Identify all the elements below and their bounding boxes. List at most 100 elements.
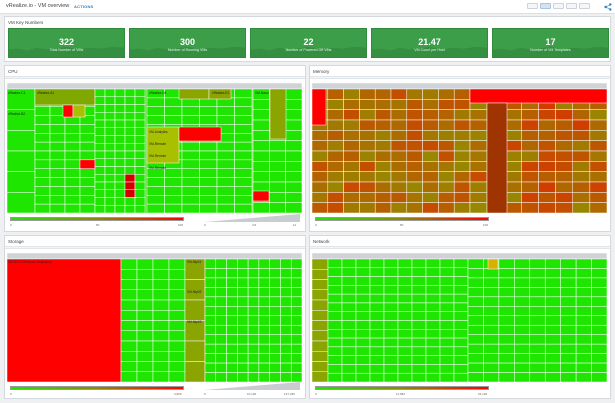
page-button-active[interactable]: [540, 3, 551, 9]
treemap-cell[interactable]: [438, 150, 455, 162]
treemap-cell[interactable]: [285, 130, 302, 141]
treemap-cell[interactable]: [237, 324, 249, 335]
treemap-cell[interactable]: [453, 99, 471, 110]
treemap-cell[interactable]: [252, 171, 270, 183]
treemap-cell[interactable]: [237, 306, 249, 317]
treemap-cell[interactable]: [120, 258, 138, 270]
treemap-cell[interactable]: [327, 99, 344, 110]
treemap-cell[interactable]: [544, 258, 561, 269]
treemap-cell[interactable]: [406, 150, 423, 162]
treemap-cell[interactable]: [453, 276, 469, 286]
treemap-cell[interactable]: [555, 181, 573, 193]
treemap-cell[interactable]: [269, 372, 281, 382]
treemap-cell[interactable]: [136, 330, 154, 342]
treemap-cell[interactable]: [252, 202, 270, 213]
treemap-cell[interactable]: [134, 158, 146, 167]
page-button[interactable]: [566, 3, 577, 9]
treemap-cell[interactable]: [164, 177, 183, 187]
treemap-cell[interactable]: [422, 119, 439, 131]
treemap-cell[interactable]: [343, 88, 360, 100]
treemap-cell[interactable]: [355, 293, 371, 304]
treemap-cell[interactable]: [136, 289, 154, 301]
treemap-cell[interactable]: [215, 343, 227, 354]
treemap-cell[interactable]: [199, 177, 218, 187]
treemap-cell[interactable]: [34, 106, 51, 116]
treemap-cell[interactable]: [406, 130, 423, 141]
treemap-cell[interactable]: [355, 320, 371, 330]
treemap-cell[interactable]: [383, 355, 399, 365]
treemap-cell[interactable]: [49, 168, 66, 178]
treemap-cell[interactable]: [467, 362, 484, 373]
treemap-cell[interactable]: [114, 135, 126, 144]
treemap-cell[interactable]: [425, 320, 441, 330]
treemap-cell[interactable]: [124, 119, 136, 128]
treemap-cell[interactable]: [152, 279, 170, 290]
treemap-cell[interactable]: [204, 277, 217, 288]
treemap-cell[interactable]: [514, 306, 531, 317]
treemap-cell[interactable]: [124, 127, 136, 136]
treemap-cell[interactable]: [136, 351, 154, 362]
treemap-cell[interactable]: [514, 343, 531, 354]
treemap-cell[interactable]: [538, 161, 556, 172]
treemap-cell[interactable]: [486, 102, 508, 213]
kpi-tile[interactable]: 22 Number of Powered Off VMs: [250, 28, 367, 58]
treemap-cell[interactable]: [178, 126, 222, 142]
treemap-cell[interactable]: [120, 371, 138, 382]
treemap-cell[interactable]: [64, 177, 81, 187]
treemap-cell[interactable]: [498, 315, 515, 326]
treemap-cell[interactable]: [269, 324, 281, 335]
treemap-cell[interactable]: [104, 166, 116, 175]
treemap-cell[interactable]: [114, 189, 126, 198]
treemap-cell[interactable]: [529, 287, 546, 298]
treemap-cell[interactable]: [146, 126, 180, 164]
treemap-cell[interactable]: [124, 135, 136, 144]
treemap-cell[interactable]: [390, 171, 408, 183]
treemap-cell[interactable]: [34, 186, 51, 196]
treemap-cell[interactable]: [146, 186, 165, 196]
treemap-cell[interactable]: [280, 334, 292, 345]
treemap-cell[interactable]: [498, 324, 515, 335]
treemap-cell[interactable]: [181, 141, 200, 152]
treemap-cell[interactable]: [234, 106, 253, 116]
treemap-cell[interactable]: [341, 267, 357, 277]
treemap-cell[interactable]: [487, 258, 499, 270]
treemap-cell[interactable]: [258, 353, 270, 364]
treemap-cell[interactable]: [374, 99, 392, 110]
treemap-cell[interactable]: [247, 277, 260, 288]
treemap-cell[interactable]: [104, 150, 116, 159]
treemap-cell[interactable]: [390, 202, 408, 213]
treemap-cell[interactable]: [285, 140, 302, 152]
treemap-cell[interactable]: [237, 315, 249, 326]
treemap-cell[interactable]: [79, 159, 96, 169]
treemap-cell[interactable]: [422, 150, 439, 162]
treemap-cell[interactable]: [237, 353, 249, 364]
treemap-cell[interactable]: [591, 296, 607, 307]
treemap-cell[interactable]: [237, 362, 249, 373]
treemap-cell[interactable]: [136, 258, 154, 270]
treemap-cell[interactable]: [285, 109, 302, 121]
treemap-cell[interactable]: [152, 371, 170, 382]
treemap-cell[interactable]: [62, 104, 74, 118]
treemap-cell[interactable]: [285, 88, 302, 100]
treemap-cell[interactable]: [269, 315, 281, 326]
treemap-cell[interactable]: [572, 130, 591, 141]
treemap-cell[interactable]: [215, 353, 227, 364]
treemap-cell[interactable]: [94, 166, 106, 175]
treemap-cell[interactable]: [234, 124, 253, 134]
treemap-cell[interactable]: [422, 161, 439, 172]
treemap-cell[interactable]: [237, 268, 249, 279]
treemap-cell[interactable]: [134, 96, 146, 105]
treemap-cell[interactable]: [591, 324, 607, 335]
treemap-cell[interactable]: [94, 88, 106, 97]
treemap-cell[interactable]: [425, 355, 441, 365]
cpu-treemap[interactable]: vRealize-C1 vRealize-A1 vRealize-B2 vRealiz…: [7, 83, 302, 213]
treemap-cell[interactable]: [234, 177, 253, 187]
treemap-cell[interactable]: [343, 140, 360, 152]
treemap-cell[interactable]: [572, 192, 591, 203]
treemap-cell[interactable]: [589, 119, 607, 131]
treemap-cell[interactable]: [483, 315, 500, 326]
treemap-cell[interactable]: [341, 355, 357, 365]
treemap-cell[interactable]: [312, 150, 329, 162]
treemap-cell[interactable]: [498, 306, 515, 317]
treemap-cell[interactable]: [181, 159, 200, 169]
